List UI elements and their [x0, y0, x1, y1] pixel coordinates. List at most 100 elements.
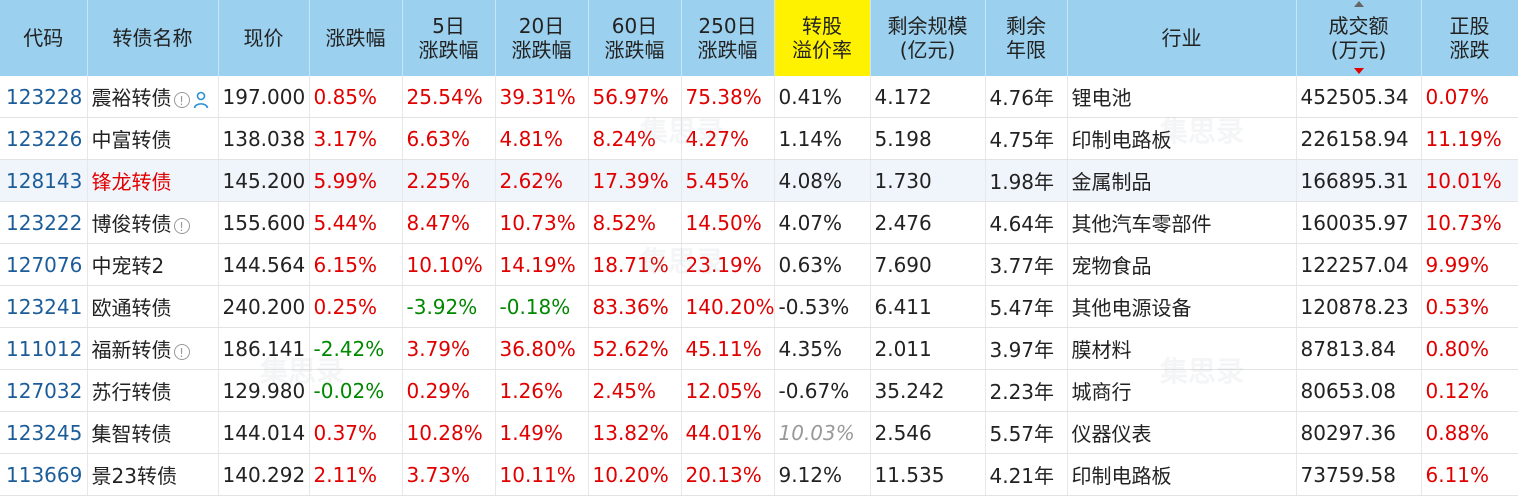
bond-code-link-text[interactable]: 123241: [6, 294, 83, 319]
bond-code-link[interactable]: 127076: [0, 243, 88, 286]
info-icon[interactable]: !: [173, 91, 190, 108]
price-cell-text: 129.980: [222, 378, 306, 403]
col-header[interactable]: 代码: [0, 0, 88, 76]
info-icon[interactable]: !: [173, 217, 190, 234]
bond-code-link[interactable]: 123228: [0, 76, 88, 118]
col-header[interactable]: 剩余 年限: [985, 0, 1068, 76]
table-row[interactable]: 113669 景23转债 140.292 2.11% 3.73% 10.11% 10.20%…: [0, 453, 1518, 496]
bond-name-text[interactable]: 福新转债: [91, 338, 172, 362]
premium-cell: 4.08%: [774, 159, 871, 202]
bond-name-text[interactable]: 中宠转2: [91, 254, 165, 278]
stock-change-cell-text: 0.07%: [1425, 84, 1490, 109]
col-header[interactable]: 250日 涨跌幅: [681, 0, 775, 76]
bond-code-link[interactable]: 113669: [0, 453, 88, 496]
table-row[interactable]: 123228 震裕转债! 197.000 0.85% 25.54% 39.31% 56.97…: [0, 76, 1518, 118]
bond-code-link[interactable]: 123241: [0, 285, 88, 328]
col-header[interactable]: 转债名称: [87, 0, 219, 76]
bond-name[interactable]: 福新转债!: [87, 327, 219, 370]
bond-name[interactable]: 中宠转2: [87, 243, 219, 286]
table-row[interactable]: 123226 中富转债 138.038 3.17% 6.63% 4.81% 8.24% 4.2…: [0, 117, 1518, 160]
col-header[interactable]: 行业: [1067, 0, 1297, 76]
years-cell-text: 1.98年: [989, 170, 1055, 194]
bond-name-text[interactable]: 欧通转债: [91, 296, 172, 320]
bond-name-text[interactable]: 集智转债: [91, 422, 172, 446]
scale-cell: 35.242: [870, 369, 986, 412]
price-cell-text: 140.292: [222, 462, 306, 487]
bond-code-link[interactable]: 128143: [0, 159, 88, 202]
change-60d-cell: 83.36%: [588, 285, 682, 328]
change-cell-text: 0.25%: [313, 294, 378, 319]
table-row[interactable]: 123245 集智转债 144.014 0.37% 10.28% 1.49% 13.82% 4…: [0, 411, 1518, 454]
bond-code-link[interactable]: 123226: [0, 117, 88, 160]
bond-name-text[interactable]: 锋龙转债: [91, 170, 172, 194]
industry-cell-text: 仪器仪表: [1071, 422, 1152, 446]
table-row[interactable]: 111012 福新转债! 186.141 -2.42% 3.79% 36.80% 52.62…: [0, 327, 1518, 370]
change-60d-cell-text: 83.36%: [592, 294, 669, 319]
table-row[interactable]: 127032 苏行转债 129.980 -0.02% 0.29% 1.26% 2.45% 12…: [0, 369, 1518, 412]
bond-code-link-text[interactable]: 123222: [6, 210, 83, 235]
change-20d-cell: 36.80%: [495, 327, 589, 370]
years-cell: 5.47年: [985, 285, 1068, 328]
col-header[interactable]: 20日 涨跌幅: [495, 0, 589, 76]
table-row[interactable]: 123222 博俊转债! 155.600 5.44% 8.47% 10.73% 8.52% 1…: [0, 201, 1518, 244]
col-header[interactable]: 涨跌幅: [309, 0, 403, 76]
change-250d-cell: 44.01%: [681, 411, 775, 454]
bond-code-link[interactable]: 123245: [0, 411, 88, 454]
bond-code-link-text[interactable]: 127076: [6, 252, 83, 277]
bond-name[interactable]: 集智转债: [87, 411, 219, 454]
bond-name-text[interactable]: 苏行转债: [91, 380, 172, 404]
price-cell: 129.980: [218, 369, 310, 412]
years-cell-text: 4.76年: [989, 86, 1055, 110]
col-header[interactable]: 正股 涨跌: [1421, 0, 1518, 76]
bond-name-text[interactable]: 震裕转债: [91, 86, 172, 110]
industry-cell-text: 宠物食品: [1071, 254, 1152, 278]
bond-code-link-text[interactable]: 123228: [6, 84, 83, 109]
change-20d-cell: -0.18%: [495, 285, 589, 328]
change-250d-cell-text: 23.19%: [685, 252, 762, 277]
industry-cell-text: 印制电路板: [1071, 464, 1172, 488]
table-row[interactable]: 128143 锋龙转债 145.200 5.99% 2.25% 2.62% 17.39% 5.…: [0, 159, 1518, 202]
col-header[interactable]: 5日 涨跌幅: [402, 0, 496, 76]
change-60d-cell: 10.20%: [588, 453, 682, 496]
bond-code-link[interactable]: 111012: [0, 327, 88, 370]
bond-code-link-text[interactable]: 123245: [6, 420, 83, 445]
col-header[interactable]: 剩余规模 (亿元): [870, 0, 986, 76]
change-250d-cell: 140.20%: [681, 285, 775, 328]
bond-code-link-text[interactable]: 113669: [6, 462, 83, 487]
bond-name[interactable]: 中富转债: [87, 117, 219, 160]
bond-code-link[interactable]: 123222: [0, 201, 88, 244]
bond-name[interactable]: 欧通转债: [87, 285, 219, 328]
bond-code-link-text[interactable]: 123226: [6, 126, 83, 151]
bond-code-link[interactable]: 127032: [0, 369, 88, 412]
bond-name[interactable]: 苏行转债: [87, 369, 219, 412]
bond-name-text[interactable]: 景23转债: [91, 464, 177, 488]
person-icon[interactable]: [192, 91, 210, 109]
price-cell: 138.038: [218, 117, 310, 160]
col-header-sorted[interactable]: 成交额 (万元): [1296, 0, 1422, 76]
table-row[interactable]: 123241 欧通转债 240.200 0.25% -3.92% -0.18% 83.36%…: [0, 285, 1518, 328]
bond-name[interactable]: 震裕转债!: [87, 76, 219, 118]
volume-cell: 120878.23: [1296, 285, 1422, 328]
years-cell-text: 2.23年: [989, 380, 1055, 404]
bond-name-text[interactable]: 博俊转债: [91, 212, 172, 236]
bond-name-text[interactable]: 中富转债: [91, 128, 172, 152]
col-header[interactable]: 60日 涨跌幅: [588, 0, 682, 76]
price-cell: 144.014: [218, 411, 310, 454]
bond-code-link-text[interactable]: 111012: [6, 336, 83, 361]
industry-cell: 膜材料: [1067, 327, 1297, 370]
price-cell: 145.200: [218, 159, 310, 202]
premium-cell-text: 9.12%: [778, 462, 843, 487]
bond-name[interactable]: 锋龙转债: [87, 159, 219, 202]
col-header[interactable]: 现价: [218, 0, 310, 76]
stock-change-cell-text: 0.80%: [1425, 336, 1490, 361]
change-20d-cell-text: -0.18%: [499, 294, 571, 319]
bond-name[interactable]: 博俊转债!: [87, 201, 219, 244]
bond-name[interactable]: 景23转债: [87, 453, 219, 496]
col-header-label: 250日 涨跌幅: [697, 14, 758, 62]
bond-code-link-text[interactable]: 128143: [6, 168, 83, 193]
bond-code-link-text[interactable]: 127032: [6, 378, 83, 403]
table-row[interactable]: 127076 中宠转2 144.564 6.15% 10.10% 14.19% 18.71%…: [0, 243, 1518, 286]
col-header[interactable]: 转股 溢价率: [774, 0, 871, 76]
header-row: 代码 转债名称 现价 涨跌幅 5日 涨跌幅 20日 涨跌幅 60日 涨跌幅 250日涨…: [0, 0, 1518, 76]
info-icon[interactable]: !: [173, 343, 190, 360]
